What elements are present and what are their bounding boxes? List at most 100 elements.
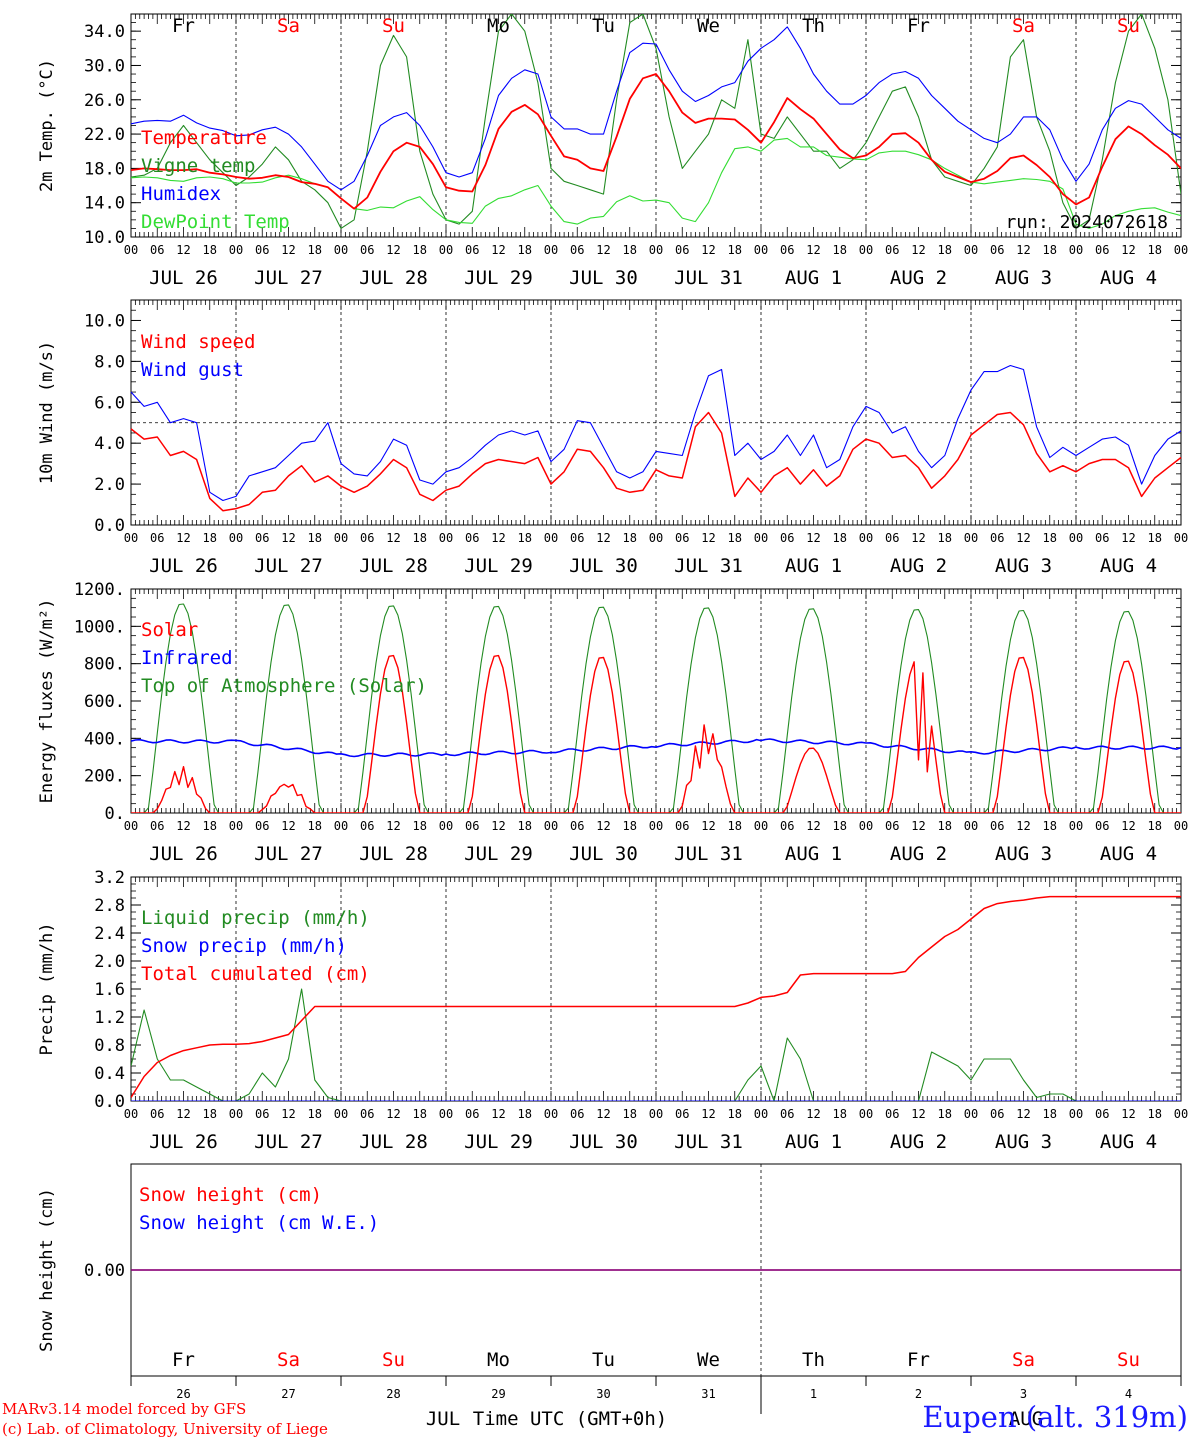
hour-tick-label: 00	[124, 1107, 138, 1121]
month-label: AUG	[1009, 1408, 1043, 1430]
date-tick-label: JUL 29	[464, 267, 533, 289]
hour-tick-label: 00	[544, 819, 558, 833]
y-tick-label: 0.0	[94, 1092, 125, 1112]
hour-tick-label: 00	[439, 819, 453, 833]
date-tick-label: AUG 4	[1100, 1131, 1157, 1153]
hour-tick-label: 18	[203, 243, 217, 257]
hour-tick-label: 12	[911, 819, 925, 833]
legend-entry: DewPoint Temp	[141, 211, 290, 233]
hour-tick-label: 06	[255, 243, 269, 257]
hour-tick-label: 06	[675, 531, 689, 545]
hour-tick-label: 00	[229, 819, 243, 833]
hour-tick-label: 00	[1069, 819, 1083, 833]
hour-tick-label: 00	[124, 819, 138, 833]
y-tick-label: 0.8	[94, 1036, 125, 1056]
date-tick-label: AUG 2	[890, 555, 947, 577]
weekday-label: Fr	[907, 15, 930, 37]
hour-tick-label: 06	[990, 243, 1004, 257]
date-tick-label: AUG 4	[1100, 843, 1157, 865]
date-tick-label: JUL 27	[254, 555, 323, 577]
date-tick-label: AUG 2	[890, 267, 947, 289]
y-tick-label: 10.0	[84, 311, 125, 331]
hour-tick-label: 00	[754, 531, 768, 545]
series-line-total-cumulated	[131, 895, 1181, 1098]
hour-tick-label: 12	[806, 243, 820, 257]
hour-tick-label: 18	[728, 819, 742, 833]
y-axis-label: 2m Temp. (°C)	[37, 59, 57, 192]
date-tick-label: AUG 4	[1100, 267, 1157, 289]
hour-tick-label: 06	[990, 531, 1004, 545]
hour-tick-label: 00	[964, 243, 978, 257]
hour-tick-label: 12	[806, 531, 820, 545]
y-tick-label: 14.0	[84, 194, 125, 214]
hour-tick-label: 00	[964, 819, 978, 833]
weekday-label: Th	[802, 1349, 825, 1371]
temperature-series-group	[131, 14, 1181, 229]
hour-tick-label: 12	[701, 243, 715, 257]
hour-tick-label: 06	[150, 819, 164, 833]
hour-tick-label: 18	[308, 819, 322, 833]
hour-tick-label: 06	[1095, 1107, 1109, 1121]
hour-tick-label: 00	[334, 819, 348, 833]
date-tick-label: AUG 1	[785, 1131, 842, 1153]
legend-entry: Humidex	[141, 183, 221, 205]
hour-tick-label: 12	[491, 531, 505, 545]
day-number-label: 31	[701, 1387, 715, 1401]
hour-tick-label: 06	[255, 819, 269, 833]
month-label: JUL	[426, 1408, 460, 1430]
date-tick-label: JUL 29	[464, 843, 533, 865]
hour-tick-label: 00	[1174, 243, 1188, 257]
hour-tick-label: 12	[596, 243, 610, 257]
hour-tick-label: 00	[649, 531, 663, 545]
hour-tick-label: 06	[885, 243, 899, 257]
day-number-label: 4	[1125, 1387, 1132, 1401]
date-tick-label: AUG 3	[995, 555, 1052, 577]
hour-tick-label: 06	[1095, 819, 1109, 833]
hour-tick-label: 06	[465, 531, 479, 545]
hour-tick-label: 00	[1174, 819, 1188, 833]
hour-tick-label: 06	[570, 1107, 584, 1121]
hour-tick-label: 00	[334, 531, 348, 545]
y-tick-label: 0.00	[84, 1261, 125, 1281]
hour-tick-label: 00	[229, 1107, 243, 1121]
series-line-temperature	[131, 73, 1181, 210]
day-number-label: 29	[491, 1387, 505, 1401]
date-tick-label: JUL 28	[359, 267, 428, 289]
weekday-label: We	[697, 15, 720, 37]
legend-entry: Top of Atmosphere (Solar)	[141, 675, 427, 697]
hour-tick-label: 18	[203, 531, 217, 545]
y-tick-label: 0.4	[94, 1064, 125, 1084]
hour-tick-label: 06	[360, 531, 374, 545]
date-tick-label: JUL 26	[149, 1131, 218, 1153]
hour-tick-label: 12	[176, 243, 190, 257]
date-tick-label: JUL 29	[464, 555, 533, 577]
date-tick-label: JUL 26	[149, 267, 218, 289]
hour-tick-label: 06	[675, 243, 689, 257]
hour-tick-label: 18	[728, 243, 742, 257]
hour-tick-label: 12	[596, 819, 610, 833]
hour-tick-label: 06	[570, 531, 584, 545]
day-number-label: 1	[810, 1387, 817, 1401]
hour-tick-label: 06	[885, 819, 899, 833]
hour-tick-label: 12	[176, 1107, 190, 1121]
hour-tick-label: 12	[1016, 531, 1030, 545]
hour-tick-label: 06	[255, 1107, 269, 1121]
date-tick-label: JUL 26	[149, 843, 218, 865]
hour-tick-label: 00	[754, 819, 768, 833]
y-tick-label: 2.0	[94, 952, 125, 972]
hour-tick-label: 00	[964, 531, 978, 545]
series-line-infrared	[131, 738, 1181, 758]
hour-tick-label: 06	[570, 819, 584, 833]
hour-tick-label: 06	[465, 819, 479, 833]
hour-tick-label: 06	[780, 243, 794, 257]
y-tick-label: 8.0	[94, 352, 125, 372]
y-tick-label: 1000.	[74, 617, 125, 637]
hour-tick-label: 06	[675, 1107, 689, 1121]
hour-tick-label: 12	[701, 1107, 715, 1121]
y-tick-label: 1200.	[74, 580, 125, 600]
hour-tick-label: 18	[1148, 243, 1162, 257]
hour-tick-label: 06	[885, 531, 899, 545]
hour-tick-label: 18	[938, 531, 952, 545]
energy-series-group	[131, 603, 1181, 813]
